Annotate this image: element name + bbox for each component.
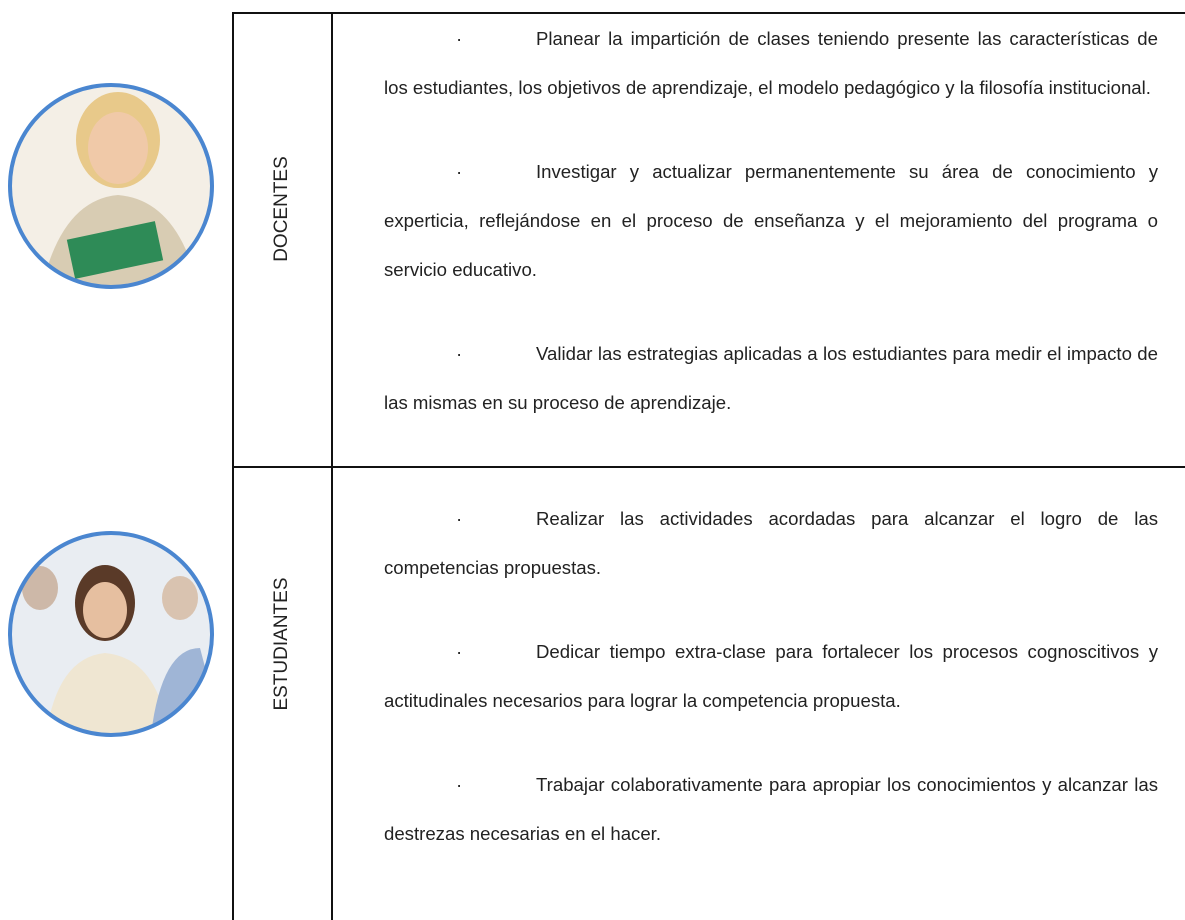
bullet: ·	[456, 774, 463, 795]
list-item: · Trabajar colaborativamente para apropia…	[384, 760, 1158, 858]
row-content: · Planear la impartición de clases tenien…	[384, 14, 1158, 462]
bullet: ·	[456, 641, 463, 662]
item-text: Investigar y actualizar permanentemente …	[384, 161, 1158, 280]
row-label: DOCENTES	[271, 156, 292, 262]
bullet: ·	[456, 161, 463, 182]
item-text: Validar las estrategias aplicadas a los …	[384, 343, 1158, 413]
list-item: · Realizar las actividades acordadas para…	[384, 494, 1158, 592]
bullet: ·	[456, 508, 463, 529]
list-item: · Investigar y actualizar permanentemente…	[384, 147, 1158, 294]
item-text: Planear la impartición de clases teniend…	[384, 28, 1158, 98]
row-content: · Realizar las actividades acordadas para…	[384, 494, 1158, 893]
row-label: ESTUDIANTES	[271, 577, 292, 711]
item-text: Realizar las actividades acordadas para …	[384, 508, 1158, 578]
item-text: Trabajar colaborativamente para apropiar…	[384, 774, 1158, 844]
bullet: ·	[456, 28, 463, 49]
bullet: ·	[456, 343, 463, 364]
list-item: · Validar las estrategias aplicadas a los…	[384, 329, 1158, 427]
table-border	[232, 12, 1185, 14]
table-border	[232, 466, 1185, 468]
item-text: Dedicar tiempo extra-clase para fortalec…	[384, 641, 1158, 711]
estudiante-photo	[8, 531, 214, 737]
docente-photo	[8, 83, 214, 289]
list-item: · Planear la impartición de clases tenien…	[384, 14, 1158, 112]
list-item: · Dedicar tiempo extra-clase para fortale…	[384, 627, 1158, 725]
